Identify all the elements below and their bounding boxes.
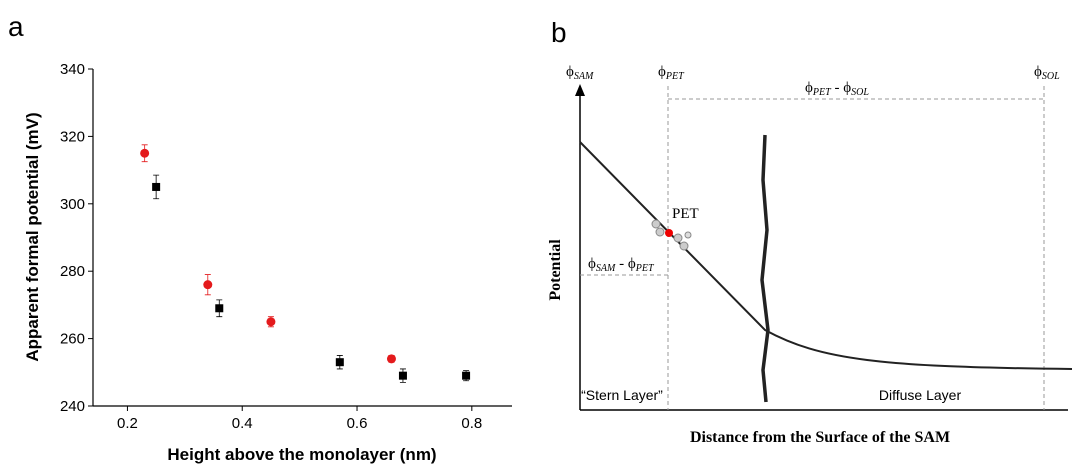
- point: [266, 317, 276, 327]
- point: [215, 304, 224, 313]
- phi-difference: ϕSAM - ϕPET: [588, 256, 655, 274]
- y-tick-label: 240: [60, 398, 85, 415]
- potential-curve: [579, 141, 1073, 370]
- x-axis-label: Distance from the Surface of the SAM: [690, 429, 950, 446]
- y-tick-label: 340: [60, 61, 85, 78]
- arrow: [575, 84, 585, 96]
- x-tick-label: 0.6: [347, 415, 368, 432]
- y-tick-label: 280: [60, 263, 85, 280]
- phi-label: ϕSAM: [566, 64, 594, 82]
- point: [398, 371, 407, 380]
- x-axis-label: Height above the monolayer (nm): [167, 445, 436, 464]
- region-label: “Stern Layer”: [581, 387, 663, 403]
- region-label: Diffuse Layer: [879, 387, 962, 403]
- molecule: [651, 219, 692, 251]
- panel-label: b: [551, 17, 567, 48]
- x-tick-label: 0.4: [232, 415, 253, 432]
- y-tick-label: 300: [60, 196, 85, 213]
- scatter-plot: Height above the monolayer (nm) Apparent…: [23, 61, 512, 464]
- point: [335, 358, 344, 367]
- plane: [760, 134, 770, 403]
- point: [152, 182, 161, 191]
- y-tick-label: 320: [60, 128, 85, 145]
- phi-difference: ϕPET - ϕSOL: [805, 80, 869, 98]
- x-tick-label: 0.8: [461, 415, 482, 432]
- point: [386, 354, 396, 364]
- y-tick-label: 260: [60, 331, 85, 348]
- point: [140, 148, 150, 158]
- point: [203, 280, 213, 290]
- diagram: ϕSAM ϕPET ϕSOL ϕPET - ϕSOL ϕSAM - ϕPET P…: [547, 64, 1073, 446]
- phi-label: ϕSOL: [1034, 64, 1060, 82]
- panel-label: a: [8, 11, 24, 42]
- pet-label: PET: [672, 206, 699, 222]
- y-axis-label: Potential: [547, 239, 564, 301]
- x-tick-label: 0.2: [117, 415, 138, 432]
- phi-label: ϕPET: [658, 64, 685, 82]
- point: [462, 371, 471, 380]
- y-axis-label: Apparent formal potential (mV): [23, 112, 42, 361]
